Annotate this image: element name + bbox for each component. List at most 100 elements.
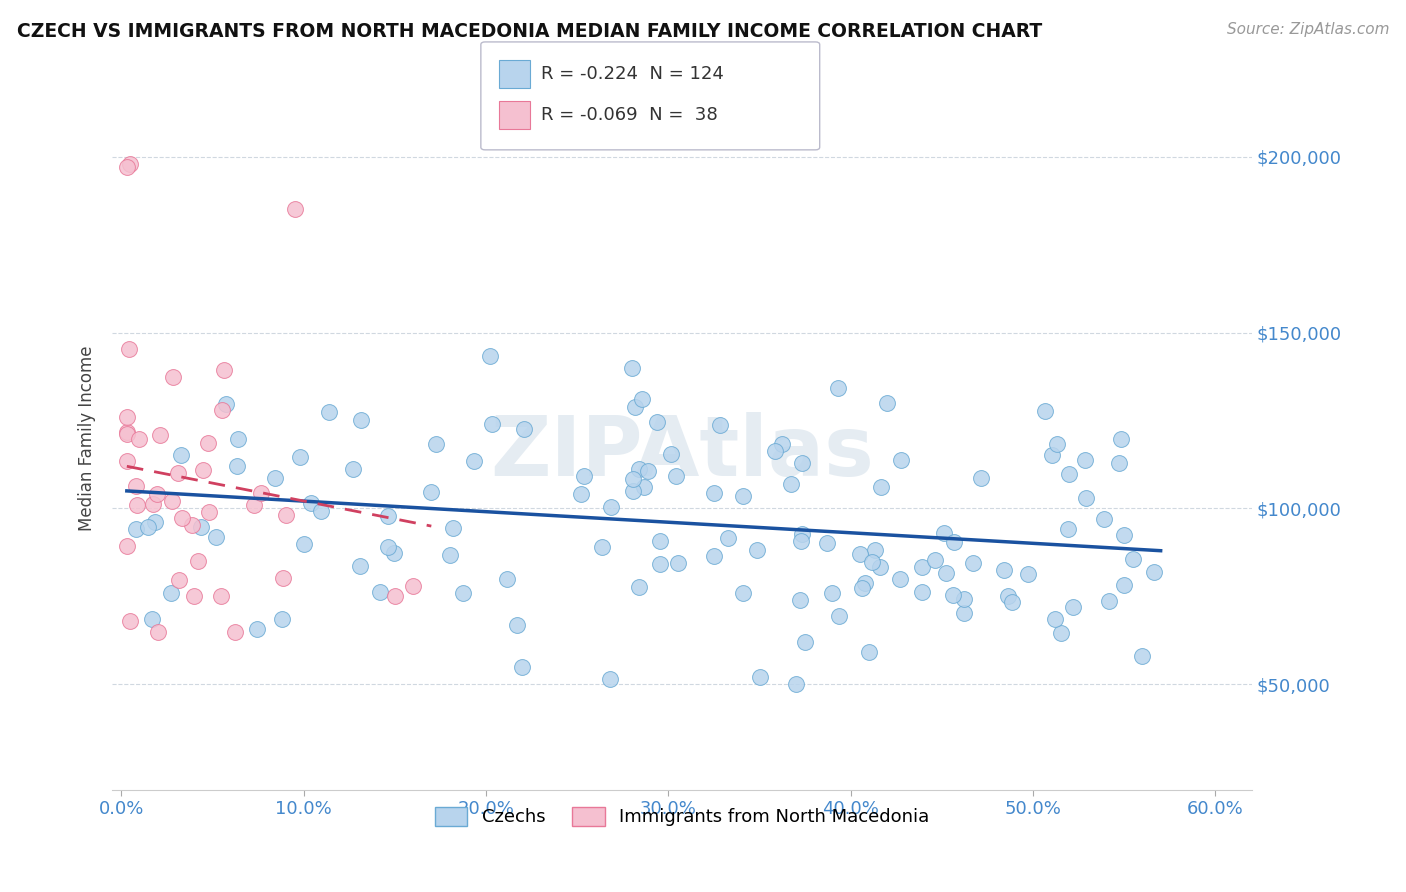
- Point: [205, 530, 228, 544]
- Point: [318, 405, 340, 419]
- Point: [382, 546, 405, 560]
- Point: [853, 576, 876, 591]
- Point: [187, 554, 209, 568]
- Point: [717, 531, 740, 545]
- Point: [627, 462, 650, 476]
- Point: [627, 580, 650, 594]
- Point: [166, 467, 188, 481]
- Point: [997, 589, 1019, 603]
- Point: [942, 588, 965, 602]
- Point: [284, 202, 307, 217]
- Point: [1098, 594, 1121, 608]
- Point: [770, 437, 793, 451]
- Point: [120, 157, 142, 171]
- Point: [441, 521, 464, 535]
- Point: [876, 396, 898, 410]
- Point: [1057, 522, 1080, 536]
- Point: [858, 645, 880, 659]
- Point: [142, 497, 165, 511]
- Point: [342, 462, 364, 476]
- Point: [198, 505, 221, 519]
- Text: R = -0.069  N =  38: R = -0.069 N = 38: [541, 106, 718, 124]
- Point: [970, 471, 993, 485]
- Point: [299, 496, 322, 510]
- Point: [136, 520, 159, 534]
- Point: [169, 449, 191, 463]
- Point: [349, 559, 371, 574]
- Point: [211, 402, 233, 417]
- Point: [1073, 452, 1095, 467]
- Point: [934, 525, 956, 540]
- Point: [512, 422, 534, 436]
- Point: [637, 464, 659, 478]
- Point: [790, 534, 813, 549]
- Point: [648, 557, 671, 571]
- Point: [463, 454, 485, 468]
- Point: [935, 566, 957, 581]
- Point: [384, 590, 406, 604]
- Point: [181, 518, 204, 533]
- Point: [631, 392, 654, 406]
- Point: [453, 586, 475, 600]
- Point: [141, 612, 163, 626]
- Point: [167, 573, 190, 587]
- Point: [190, 520, 212, 534]
- Point: [118, 342, 141, 356]
- Point: [860, 555, 883, 569]
- Point: [170, 511, 193, 525]
- Point: [659, 447, 682, 461]
- Point: [1062, 599, 1084, 614]
- Point: [209, 589, 232, 603]
- Point: [870, 480, 893, 494]
- Point: [125, 479, 148, 493]
- Point: [197, 435, 219, 450]
- Point: [143, 515, 166, 529]
- Point: [911, 585, 934, 599]
- Point: [828, 609, 851, 624]
- Point: [572, 468, 595, 483]
- Point: [1112, 528, 1135, 542]
- Point: [703, 549, 725, 563]
- Point: [702, 486, 724, 500]
- Point: [748, 670, 770, 684]
- Point: [226, 432, 249, 446]
- Point: [481, 417, 503, 431]
- Point: [790, 527, 813, 541]
- Point: [215, 397, 238, 411]
- Point: [368, 584, 391, 599]
- Point: [1109, 433, 1132, 447]
- Point: [249, 485, 271, 500]
- Point: [1076, 491, 1098, 505]
- Point: [794, 635, 817, 649]
- Point: [666, 557, 689, 571]
- Point: [127, 498, 149, 512]
- Point: [512, 660, 534, 674]
- Point: [569, 486, 592, 500]
- Point: [148, 428, 170, 442]
- Point: [993, 563, 1015, 577]
- Point: [731, 586, 754, 600]
- Point: [733, 489, 755, 503]
- Point: [377, 540, 399, 554]
- Point: [128, 433, 150, 447]
- Point: [924, 553, 946, 567]
- Point: [1040, 448, 1063, 462]
- Point: [1045, 611, 1067, 625]
- Point: [274, 508, 297, 523]
- Point: [162, 370, 184, 384]
- Point: [115, 425, 138, 440]
- Text: R = -0.224  N = 124: R = -0.224 N = 124: [541, 65, 724, 83]
- Point: [246, 622, 269, 636]
- Point: [780, 476, 803, 491]
- Point: [943, 535, 966, 549]
- Point: [115, 454, 138, 468]
- Point: [224, 624, 246, 639]
- Point: [821, 586, 844, 600]
- Point: [425, 437, 447, 451]
- Point: [869, 560, 891, 574]
- Point: [815, 536, 838, 550]
- Point: [1057, 467, 1080, 481]
- Point: [1050, 626, 1073, 640]
- Point: [624, 400, 647, 414]
- Point: [495, 572, 517, 586]
